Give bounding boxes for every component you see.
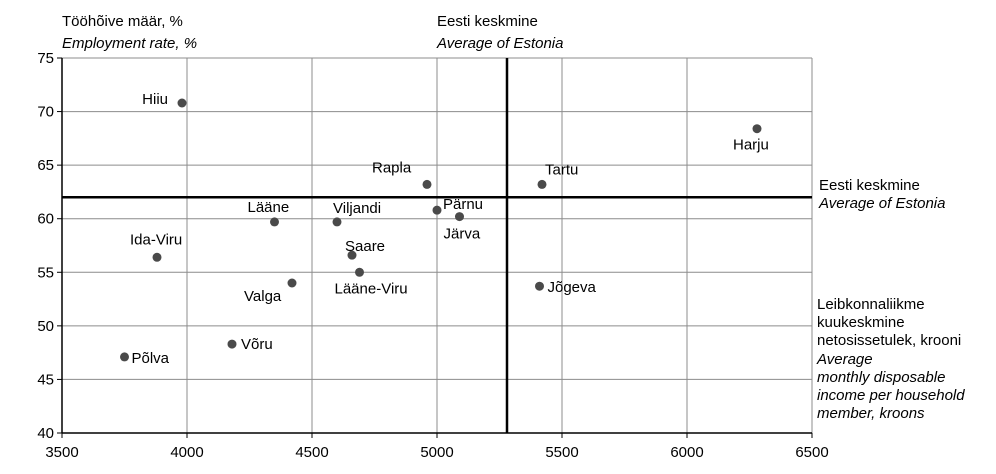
x-tick-label: 4500 — [295, 444, 328, 461]
point-label: Võru — [241, 336, 273, 353]
point-label: Harju — [733, 137, 769, 154]
point-label: Pärnu — [443, 196, 483, 213]
point-label: Rapla — [372, 159, 412, 176]
x-tick-label: 4000 — [170, 444, 203, 461]
x-tick-label: 3500 — [45, 444, 78, 461]
x-axis-title-et-1: Leibkonnaliikme — [817, 296, 925, 313]
point-label: Valga — [244, 288, 282, 305]
point-marker — [355, 267, 364, 277]
point-marker — [270, 217, 279, 227]
data-point-viljandi: Viljandi — [332, 200, 381, 227]
data-point-l-ne-viru: Lääne-Viru — [335, 267, 408, 297]
x-tick-label: 5500 — [545, 444, 578, 461]
point-marker — [332, 217, 342, 227]
data-point-saare: Saare — [345, 238, 385, 260]
y-tick-label: 40 — [37, 425, 54, 442]
data-point-hiiu: Hiiu — [142, 91, 187, 108]
y-average-label-en: Average of Estonia — [818, 195, 945, 212]
point-marker — [455, 212, 464, 222]
data-point-l-ne: Lääne — [248, 199, 290, 227]
x-axis-title: Leibkonnaliikme kuukeskmine netosissetul… — [816, 296, 965, 422]
data-point-valga: Valga — [244, 278, 297, 305]
data-point-tartu: Tartu — [537, 161, 578, 189]
grid-lines — [62, 57, 813, 433]
point-marker — [227, 339, 237, 349]
tick-labels: 3500 4000 4500 5000 5500 6000 6500 40 45 50 55 60 65… — [37, 50, 828, 461]
point-marker — [347, 250, 357, 260]
data-point-j-geva: Jõgeva — [535, 279, 597, 296]
y-axis-title-en: Employment rate, % — [62, 35, 197, 52]
data-point-harju: Harju — [733, 124, 769, 154]
y-tick-label: 75 — [37, 50, 54, 67]
data-point-p-rnu: Pärnu — [432, 196, 483, 215]
point-marker — [120, 352, 129, 362]
point-marker — [537, 179, 547, 189]
x-average-label-et: Eesti keskmine — [437, 13, 538, 30]
point-marker — [535, 281, 544, 291]
y-tick-label: 65 — [37, 157, 54, 174]
axes — [57, 57, 813, 438]
y-axis-title: Tööhõive määr, % Employment rate, % — [62, 13, 197, 52]
data-point-v-ru: Võru — [227, 336, 273, 353]
point-marker — [422, 179, 432, 189]
reference-lines — [62, 58, 812, 433]
y-tick-label: 55 — [37, 264, 54, 281]
x-axis-title-en-3: income per household — [817, 387, 965, 404]
x-axis-title-en-4: member, kroons — [817, 405, 925, 422]
point-marker — [287, 278, 297, 288]
point-label: Järva — [444, 226, 481, 243]
data-point-ida-viru: Ida-Viru — [130, 231, 182, 262]
x-tick-label: 6000 — [670, 444, 703, 461]
data-point-j-rva: Järva — [444, 212, 481, 243]
data-points: Hiiu Harju Rapla Tartu Pärnu Järva Viljandi Lää… — [120, 91, 769, 367]
point-marker — [432, 205, 442, 215]
point-label: Lääne — [248, 199, 290, 216]
point-label: Lääne-Viru — [335, 280, 408, 297]
x-axis-title-en-2: monthly disposable — [817, 369, 945, 386]
point-label: Saare — [345, 238, 385, 255]
point-marker — [177, 98, 187, 108]
x-axis-title-et-2: kuukeskmine — [817, 314, 905, 331]
y-tick-label: 60 — [37, 211, 54, 228]
point-label: Ida-Viru — [130, 231, 182, 248]
x-tick-label: 5000 — [420, 444, 453, 461]
y-tick-label: 70 — [37, 104, 54, 121]
x-average-label: Eesti keskmine Average of Estonia — [436, 13, 563, 52]
y-average-label-et: Eesti keskmine — [819, 177, 920, 194]
point-label: Põlva — [132, 350, 170, 367]
point-marker — [752, 124, 762, 134]
x-axis-title-et-3: netosissetulek, krooni — [817, 332, 961, 349]
y-tick-label: 45 — [37, 371, 54, 388]
point-label: Hiiu — [142, 91, 168, 108]
y-axis-title-et: Tööhõive määr, % — [62, 13, 183, 30]
point-label: Viljandi — [333, 200, 381, 217]
x-axis-title-en-1: Average — [816, 351, 873, 368]
y-tick-label: 50 — [37, 318, 54, 335]
data-point-p-lva: Põlva — [120, 350, 170, 367]
point-label: Jõgeva — [548, 279, 597, 296]
point-label: Tartu — [545, 161, 578, 178]
x-average-label-en: Average of Estonia — [436, 35, 563, 52]
y-average-label: Eesti keskmine Average of Estonia — [818, 177, 945, 212]
data-point-rapla: Rapla — [372, 159, 432, 189]
point-marker — [152, 252, 162, 262]
x-tick-label: 6500 — [795, 444, 828, 461]
